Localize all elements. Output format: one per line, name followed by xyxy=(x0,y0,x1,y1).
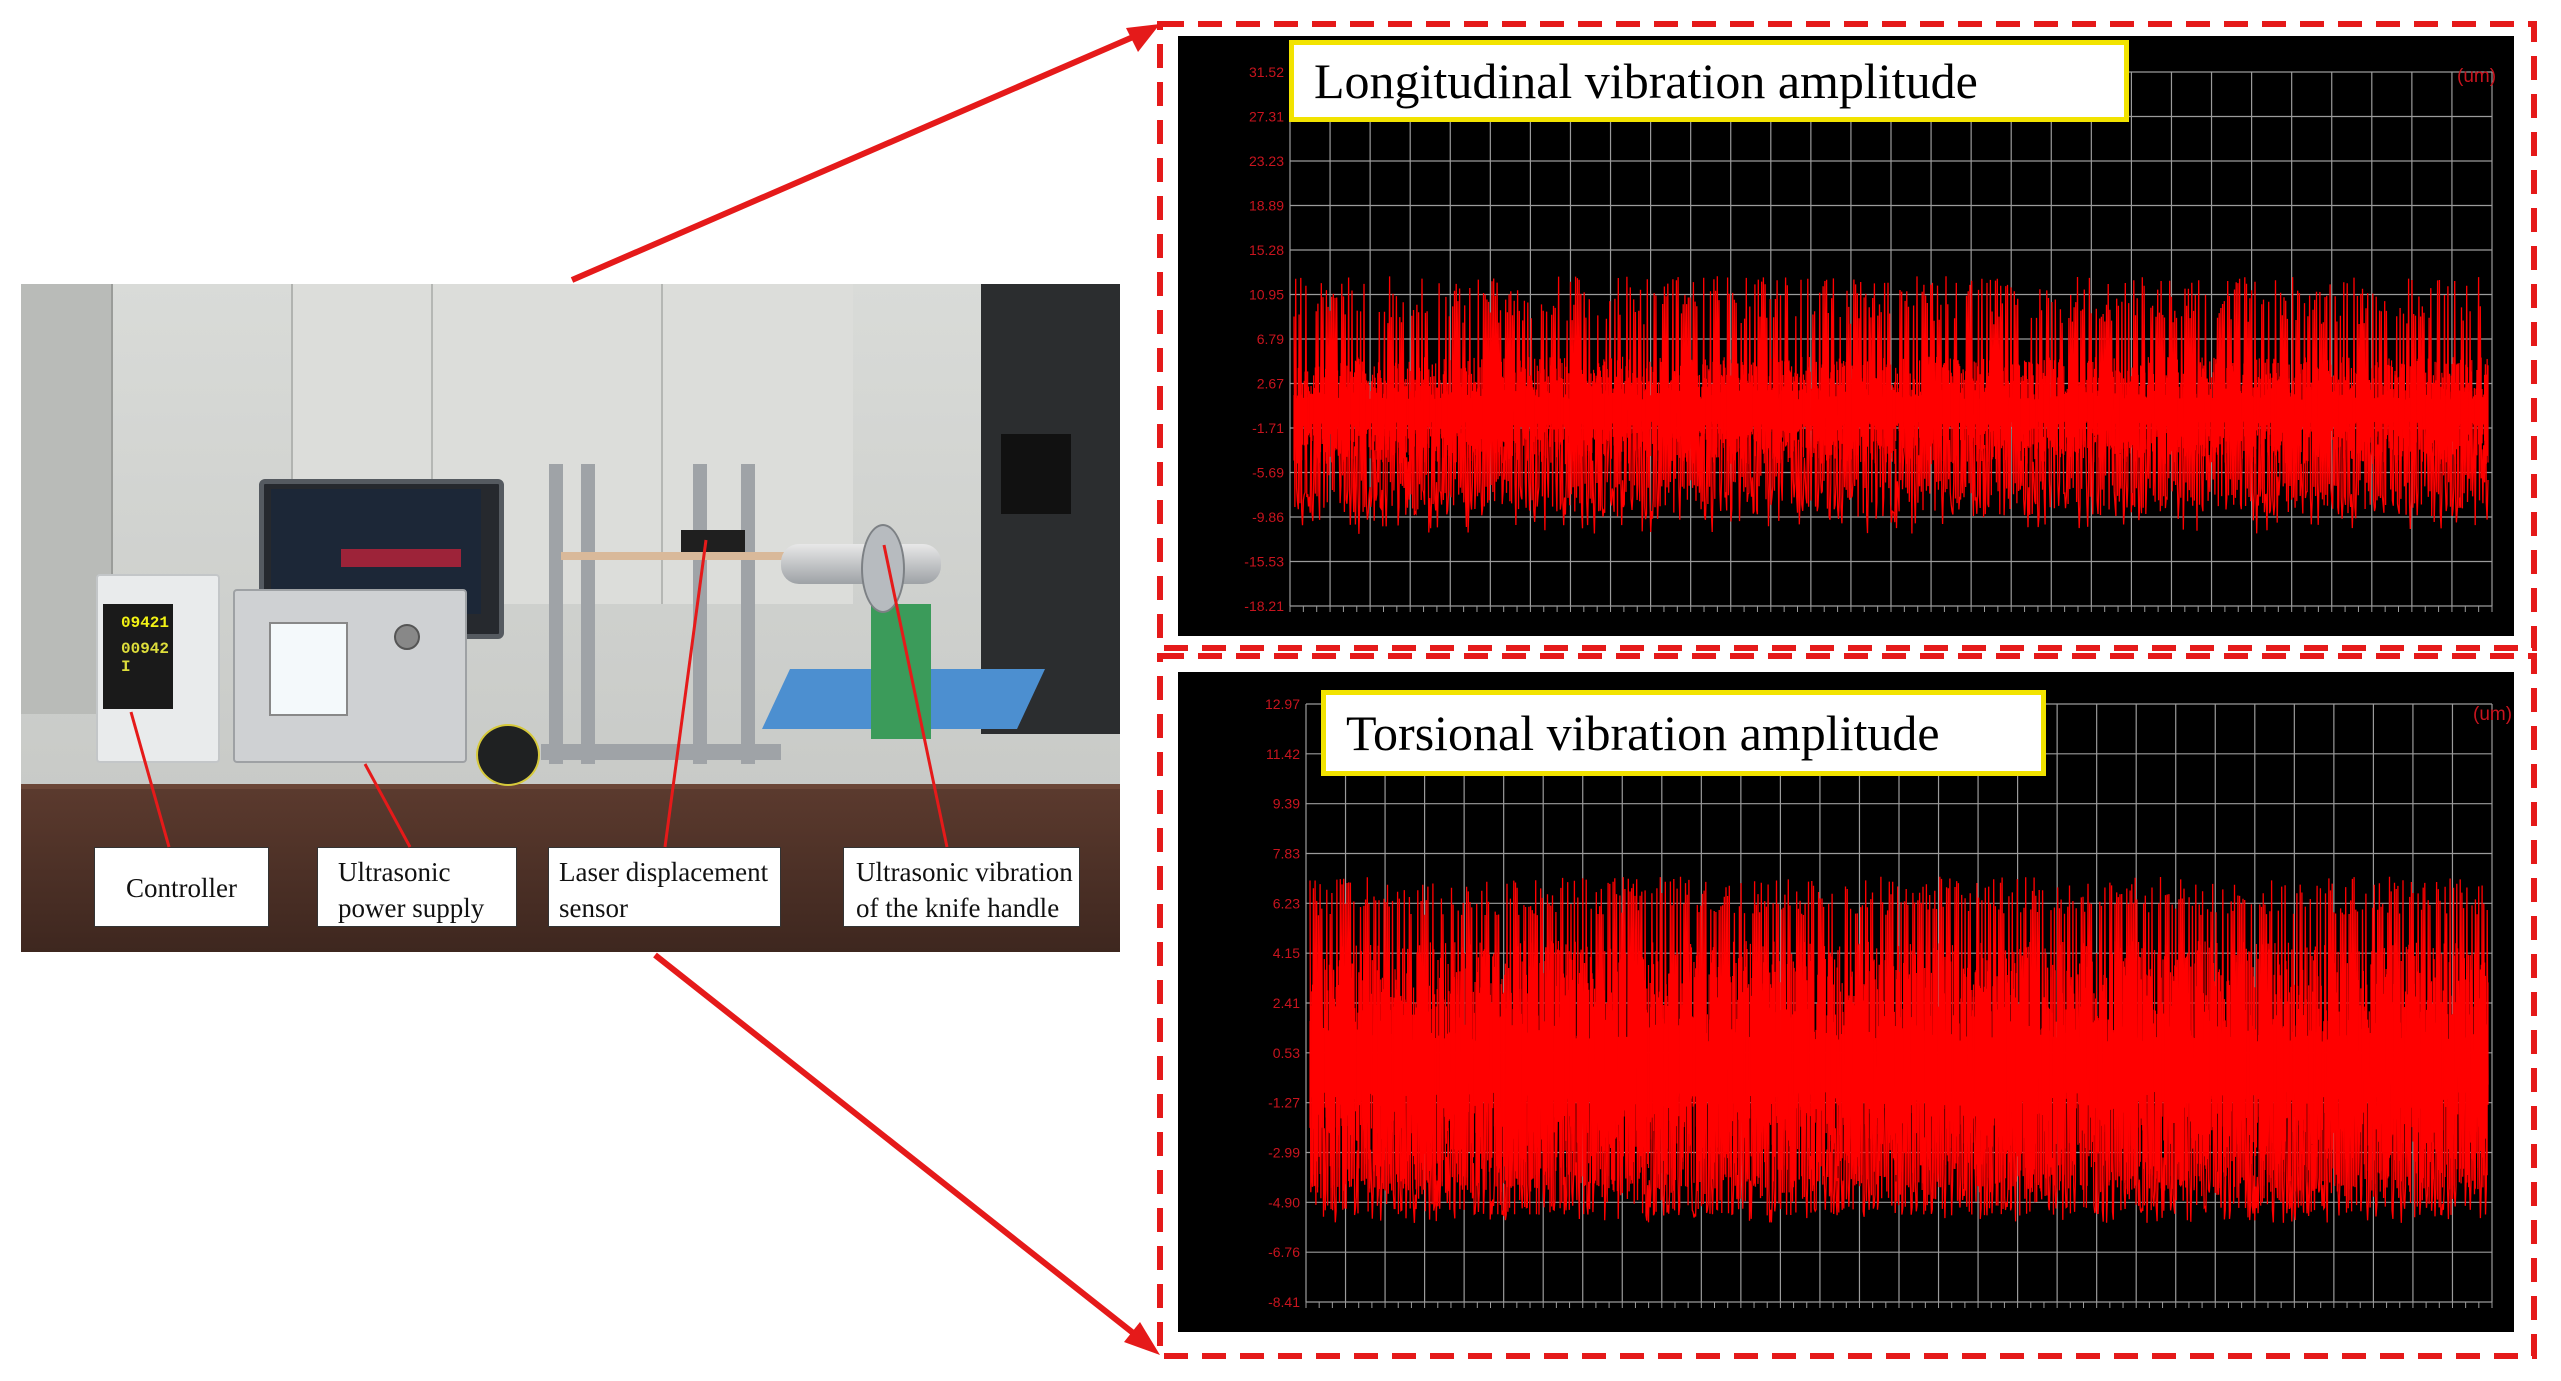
torsional-title: Torsional vibration amplitude xyxy=(1321,690,2046,776)
controller-display-bottom: 00942 I xyxy=(121,640,170,676)
y-tick-label: -5.69 xyxy=(1252,465,1284,481)
label-ps-line2: power supply xyxy=(338,893,485,923)
label-laser-displacement-sensor: Laser displacement sensor xyxy=(548,847,781,927)
y-tick-label: 6.79 xyxy=(1257,331,1284,347)
label-laser-line2: sensor xyxy=(559,893,628,923)
y-tick-label: -2.99 xyxy=(1268,1145,1300,1161)
y-tick-label: 9.39 xyxy=(1273,796,1300,812)
y-tick-label: 10.95 xyxy=(1249,287,1284,303)
power-supply-knob xyxy=(394,624,420,650)
longitudinal-chart-panel: 31.52 27.31 23.23 18.89 15.28 10.95 6.79 2.67 -1… xyxy=(1178,36,2514,636)
longitudinal-unit: (um) xyxy=(2457,66,2497,87)
longitudinal-title: Longitudinal vibration amplitude xyxy=(1289,40,2129,122)
y-tick-label: -1.27 xyxy=(1268,1095,1300,1111)
arrow-to-torsional xyxy=(653,952,1144,1343)
longitudinal-dashed-box xyxy=(1157,21,2537,651)
y-tick-label: 18.89 xyxy=(1249,198,1284,214)
y-tick-label: -4.90 xyxy=(1268,1194,1300,1210)
power-supply-screen xyxy=(269,622,348,716)
arrow-to-longitudinal xyxy=(570,31,1142,283)
leader-power-supply xyxy=(363,763,412,848)
y-tick-label: 6.23 xyxy=(1273,895,1300,911)
arrowhead-torsional xyxy=(1124,1322,1160,1355)
sensor-frame-post xyxy=(549,464,563,764)
y-tick-label: -9.86 xyxy=(1252,509,1284,525)
label-ultrasonic-power-supply: Ultrasonic power supply xyxy=(317,847,517,927)
leader-controller xyxy=(129,711,171,848)
label-knife-line2: of the knife handle xyxy=(856,893,1060,923)
sensor-frame-post xyxy=(581,464,595,764)
y-tick-label: 11.42 xyxy=(1266,746,1300,762)
longitudinal-chart-svg: 31.52 27.31 23.23 18.89 15.28 10.95 6.79 2.67 -1… xyxy=(1244,64,2493,614)
sensor-frame-base xyxy=(541,744,781,760)
leader-laser-sensor xyxy=(663,539,708,848)
signal-trace xyxy=(1309,876,2489,1223)
sensor-beam xyxy=(561,552,801,560)
label-controller-text: Controller xyxy=(126,873,237,903)
torsional-chart-panel: 12.97 11.42 9.39 7.83 6.23 4.15 2.41 0.53 -1.27 -… xyxy=(1178,672,2514,1332)
laser-sensor xyxy=(681,530,745,552)
y-tick-label: 7.83 xyxy=(1273,846,1300,862)
label-knife-handle: Ultrasonic vibration of the knife handle xyxy=(843,847,1080,927)
label-knife-line1: Ultrasonic vibration xyxy=(856,857,1073,887)
cabinet-panel xyxy=(1001,434,1071,514)
label-controller: Controller xyxy=(94,847,269,927)
label-laser-line1: Laser displacement xyxy=(559,857,769,887)
y-tick-label: 27.31 xyxy=(1249,109,1284,125)
y-tick-label: 0.53 xyxy=(1273,1045,1300,1061)
y-tick-label: -6.76 xyxy=(1268,1244,1300,1260)
laptop-waveform xyxy=(341,549,461,567)
mouse xyxy=(476,724,540,786)
y-tick-label: 23.23 xyxy=(1249,153,1284,169)
torsional-unit: (um) xyxy=(2473,704,2513,725)
door-seam xyxy=(431,284,433,604)
torsional-chart-svg: 12.97 11.42 9.39 7.83 6.23 4.15 2.41 0.53 -1.27 -… xyxy=(1265,696,2493,1310)
y-tick-label: 12.97 xyxy=(1265,696,1300,712)
y-tick-label: -15.53 xyxy=(1244,554,1284,570)
torsional-dashed-box xyxy=(1157,653,2537,1359)
y-tick-label: -1.71 xyxy=(1252,420,1284,436)
y-tick-label: -8.41 xyxy=(1268,1294,1300,1310)
y-tick-label: 2.41 xyxy=(1273,995,1300,1011)
label-ps-line1: Ultrasonic xyxy=(338,857,451,887)
horn-flange xyxy=(861,524,905,613)
controller-display-top: 09421 xyxy=(121,614,170,632)
arrowhead-longitudinal xyxy=(1126,24,1160,52)
y-tick-label: 2.67 xyxy=(1257,376,1284,392)
y-tick-label: 4.15 xyxy=(1273,945,1300,961)
controller-display-panel xyxy=(103,604,173,709)
leader-knife-handle xyxy=(882,544,949,848)
y-tick-label: 31.52 xyxy=(1249,64,1284,80)
y-tick-label: 15.28 xyxy=(1249,242,1284,258)
y-tick-label: -18.21 xyxy=(1244,598,1284,614)
experimental-setup-photo: 09421 00942 I Controller Ultrasonic powe… xyxy=(21,284,1120,952)
door-seam xyxy=(661,284,663,604)
